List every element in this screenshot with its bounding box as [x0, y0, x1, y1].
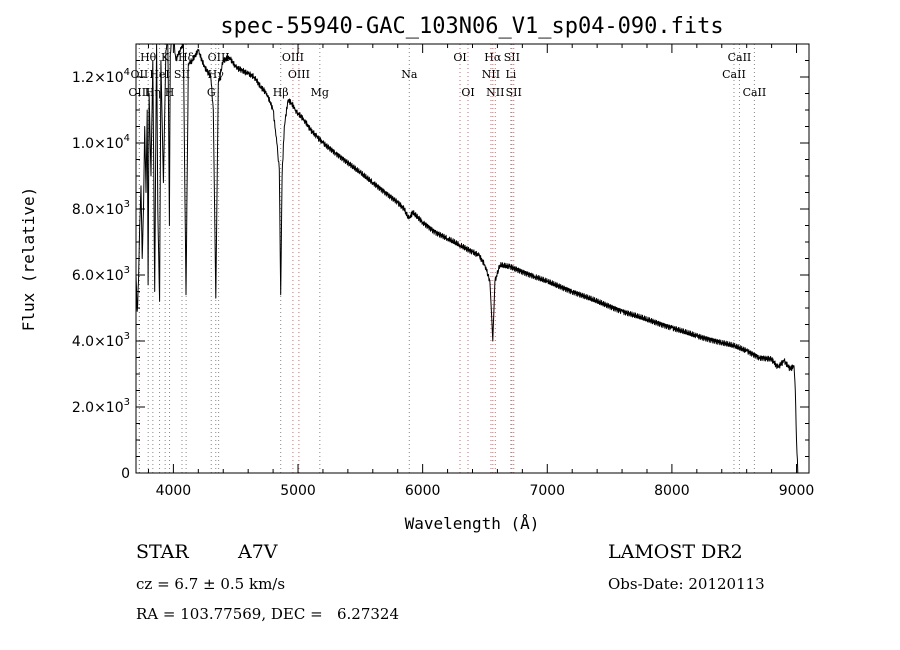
redshift-info: cz = 6.7 ± 0.5 km/s: [136, 575, 286, 593]
line-label-25: NII: [486, 86, 504, 99]
line-label-7: SII: [504, 51, 520, 64]
line-label-20: H: [165, 86, 175, 99]
x-tick-label-0: 4000: [156, 483, 192, 499]
coordinates: RA = 103.77569, DEC = 6.27324: [136, 605, 400, 623]
y-tick-label-5: 1.0×104: [72, 133, 130, 152]
line-label-26: SII: [506, 86, 522, 99]
y-tick-label-6: 1.2×104: [72, 67, 130, 86]
plot-frame: [135, 43, 810, 474]
line-label-24: OI: [461, 86, 474, 99]
spectrum-line-0: [135, 43, 799, 474]
line-label-0: Hθ: [140, 51, 157, 64]
y-tick-label-4: 8.0×103: [72, 199, 130, 218]
line-label-17: CaII: [722, 68, 746, 81]
x-tick-label-3: 7000: [529, 483, 565, 499]
spectrum-series: [135, 43, 799, 474]
x-tick-label-2: 6000: [405, 483, 441, 499]
line-label-11: SII: [174, 68, 190, 81]
y-tick-label-1: 2.0×103: [72, 397, 130, 416]
y-axis-label: Flux (relative): [19, 187, 38, 332]
y-tick-label-3: 6.0×103: [72, 265, 130, 284]
line-label-22: Hβ: [273, 86, 289, 99]
line-label-27: CaII: [743, 86, 767, 99]
observation-date: Obs-Date: 20120113: [608, 575, 765, 593]
y-tick-label-2: 4.0×103: [72, 331, 130, 350]
x-tick-label-5: 9000: [779, 483, 815, 499]
chart-title: spec-55940-GAC_103N06_V1_sp04-090.fits: [220, 14, 723, 39]
line-label-4: OIII: [282, 51, 304, 64]
line-label-18: OIII: [128, 86, 150, 99]
survey-name: LAMOST DR2: [608, 541, 743, 563]
line-label-16: Li: [505, 68, 516, 81]
x-axis-label: Wavelength (Å): [405, 514, 540, 533]
x-tick-label-1: 5000: [280, 483, 316, 499]
x-tick-label-4: 8000: [654, 483, 690, 499]
line-label-13: OIII: [288, 68, 310, 81]
y-tick-label-0: 0: [121, 466, 130, 482]
object-subclass: A7V: [238, 541, 278, 563]
object-class: STAR: [136, 541, 189, 563]
line-label-9: OII: [131, 68, 149, 81]
line-label-23: Mg: [311, 86, 329, 99]
y-axis: 0 2.0×103 4.0×103 6.0×103 8.0×103 1.0×104 1.2×…: [72, 43, 809, 482]
line-label-14: Na: [401, 68, 418, 81]
line-label-15: NII: [482, 68, 500, 81]
line-label-6: Hα: [484, 51, 502, 64]
line-label-10: HeI: [149, 68, 169, 81]
x-axis: 4000 5000 6000 7000 8000 9000: [147, 44, 815, 499]
line-label-21: G: [207, 86, 216, 99]
line-label-8: CaII: [728, 51, 752, 64]
line-label-5: OI: [453, 51, 466, 64]
